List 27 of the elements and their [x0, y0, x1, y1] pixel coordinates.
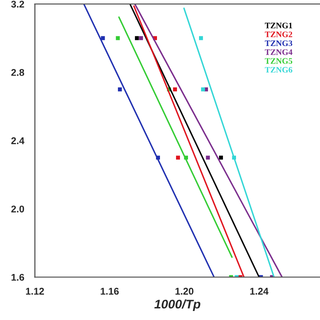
point	[201, 87, 205, 92]
point	[173, 87, 177, 92]
point	[219, 156, 223, 160]
y-tick-label: 3.2	[11, 0, 24, 8]
point	[116, 36, 120, 40]
x-tick-label: 1.24	[250, 288, 268, 295]
x-tick-label: 1.12	[26, 288, 44, 295]
point	[199, 36, 203, 40]
y-tick-label: 1.6	[12, 274, 24, 281]
text: TZNG6	[264, 67, 292, 73]
point	[139, 36, 143, 40]
point	[176, 156, 180, 160]
x-tick-label: 1.16	[100, 288, 119, 295]
y-tick-label: 2.4	[11, 137, 24, 144]
point	[206, 156, 210, 160]
point	[100, 36, 105, 40]
y-tick-label: 2.0	[11, 206, 24, 212]
point	[134, 36, 139, 40]
text: TZNG2	[264, 32, 292, 38]
text: TZNG5	[264, 58, 292, 64]
x-tick-label: 1.20	[176, 288, 194, 295]
y-tick-label: 2.8	[11, 69, 24, 76]
text: TZNG3	[264, 40, 292, 46]
x-axis-title: 1000/Tp	[154, 299, 200, 312]
text: TZNG4	[264, 49, 292, 55]
text: TZNG1	[264, 22, 292, 28]
point	[118, 87, 122, 92]
